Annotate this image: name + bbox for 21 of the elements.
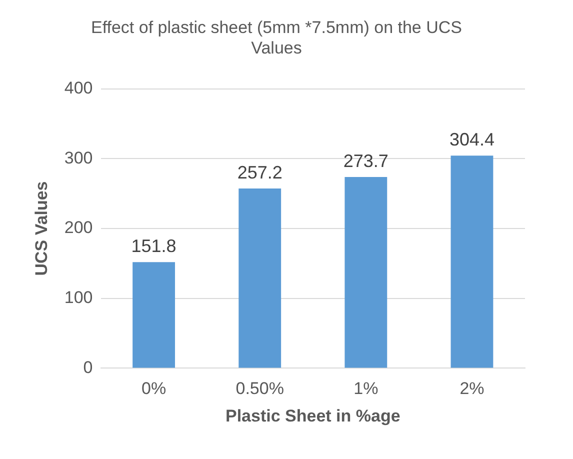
bar	[238, 188, 282, 368]
y-tick-label: 200	[64, 218, 93, 238]
y-tick-label: 400	[64, 78, 93, 98]
y-tick-label: 100	[64, 288, 93, 308]
x-tick-label: 1%	[354, 379, 378, 398]
bar	[344, 177, 388, 368]
bar	[450, 156, 494, 368]
data-label: 151.8	[131, 236, 176, 256]
data-label: 304.4	[449, 130, 494, 150]
y-axis-title: UCS Values	[32, 181, 51, 276]
x-tick-label: 0%	[142, 379, 166, 398]
x-tick-label: 0.50%	[236, 379, 284, 398]
x-axis-title: Plastic Sheet in %age	[225, 406, 400, 426]
x-tick-label: 2%	[460, 379, 484, 398]
text: Values	[251, 38, 302, 58]
y-tick-label: 0	[83, 358, 93, 377]
y-tick-label: 300	[64, 148, 93, 168]
data-label: 257.2	[237, 162, 282, 183]
bar	[132, 262, 176, 368]
data-label: 273.7	[343, 150, 388, 171]
text: Effect of plastic sheet (5mm *7.5mm) on the UCS	[91, 18, 462, 37]
